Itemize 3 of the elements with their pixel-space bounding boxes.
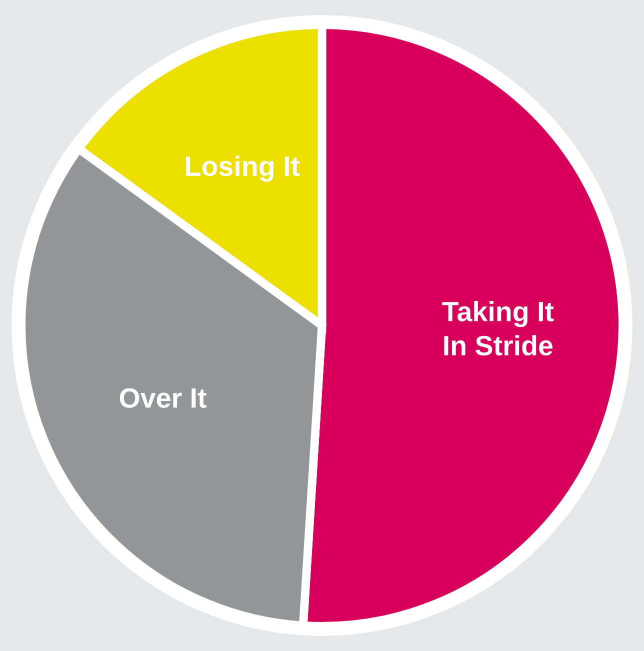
slice-label: Over It bbox=[120, 388, 206, 408]
slice-label: Losing It bbox=[186, 156, 300, 182]
slice-label: Taking It In Stride bbox=[442, 301, 554, 356]
